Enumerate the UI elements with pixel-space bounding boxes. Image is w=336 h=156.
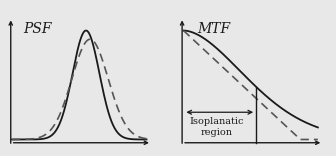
Text: MTF: MTF — [197, 22, 230, 36]
Text: Isoplanatic
region: Isoplanatic region — [190, 117, 244, 137]
Text: PSF: PSF — [23, 22, 51, 36]
